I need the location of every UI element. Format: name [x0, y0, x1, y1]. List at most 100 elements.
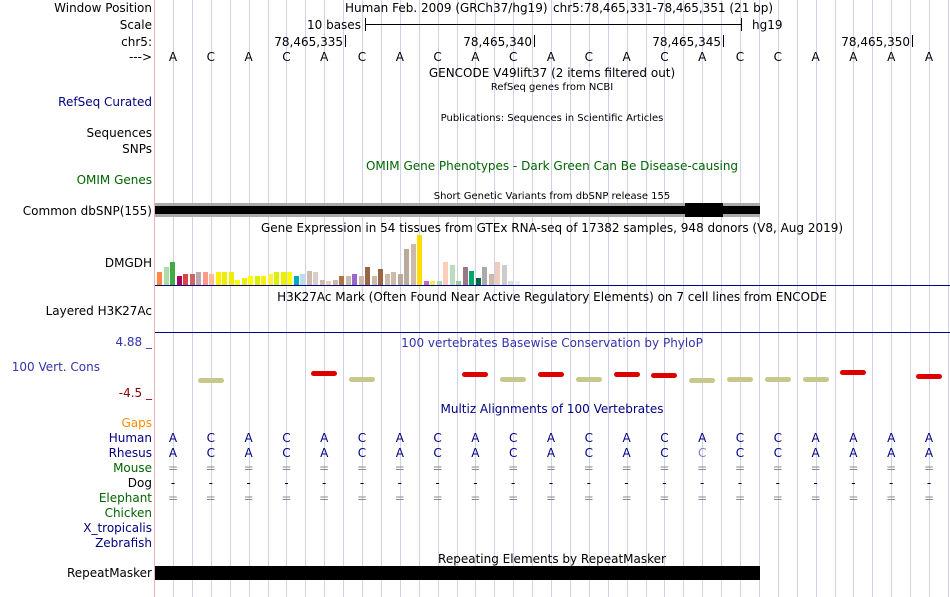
dbsnp-variant-block[interactable]	[685, 203, 723, 217]
gtex-tissue-bar[interactable]	[423, 281, 429, 285]
grid-line	[797, 0, 798, 597]
gtex-tissue-bar[interactable]	[215, 272, 221, 285]
gtex-tissue-bar[interactable]	[482, 267, 487, 285]
gtex-tissue-bar[interactable]	[488, 274, 494, 285]
gtex-tissue-bar[interactable]	[228, 272, 234, 285]
publications-title[interactable]: Publications: Sequences in Scientific Ar…	[440, 113, 664, 124]
phylop-max-label: 4.88 _	[115, 335, 152, 349]
gtex-tissue-bar[interactable]	[274, 272, 279, 285]
gencode-title[interactable]: GENCODE V49lift37 (2 items filtered out)	[428, 66, 676, 80]
gtex-tissue-bar[interactable]	[319, 280, 325, 285]
gtex-tissue-bar[interactable]	[332, 280, 338, 285]
species-chicken-label[interactable]: Chicken	[104, 506, 152, 520]
species-human-label[interactable]: Human	[108, 431, 152, 445]
gtex-tissue-bar[interactable]	[352, 274, 357, 285]
gtex-tissue-bar[interactable]	[475, 278, 481, 285]
species-zebrafish-label[interactable]: Zebrafish	[95, 536, 152, 550]
gtex-tissue-bar[interactable]	[391, 272, 396, 285]
gtex-tissue-bar[interactable]	[170, 262, 175, 285]
dog-base: -	[473, 476, 478, 490]
reference-base: A	[887, 50, 896, 64]
gtex-tissue-bar[interactable]	[254, 276, 260, 285]
scale-bar-left-cap	[365, 18, 366, 31]
gtex-tissue-bar[interactable]	[501, 265, 507, 285]
gtex-tissue-bar[interactable]	[267, 274, 273, 285]
vert-cons-label[interactable]: 100 Vert. Cons	[11, 360, 100, 374]
gtex-tissue-bar[interactable]	[410, 244, 416, 285]
gtex-tissue-bar[interactable]	[417, 235, 422, 285]
h3k27ac-baseline[interactable]	[155, 332, 950, 333]
gtex-tissue-bar[interactable]	[222, 272, 227, 285]
species-mouse-label[interactable]: Mouse	[113, 461, 152, 475]
dog-base: -	[359, 476, 365, 490]
track-data-area[interactable]: Human Feb. 2009 (GRCh37/hg19) chr5:78,46…	[155, 0, 950, 597]
gtex-tissue-bar[interactable]	[495, 262, 500, 285]
gtex-tissue-bar[interactable]	[280, 272, 286, 285]
sequences-label[interactable]: Sequences	[86, 126, 152, 140]
gtex-tissue-bar[interactable]	[443, 262, 448, 285]
gtex-tissue-bar[interactable]	[404, 249, 409, 285]
gtex-tissue-bar[interactable]	[339, 276, 344, 285]
common-dbsnp-label[interactable]: Common dbSNP(155)	[22, 204, 152, 218]
snps-label[interactable]: SNPs	[122, 142, 152, 156]
gtex-tissue-bar[interactable]	[241, 278, 247, 285]
repeatmasker-label[interactable]: RepeatMasker	[66, 566, 152, 580]
mouse-base: =	[697, 461, 708, 475]
gtex-tissue-bar[interactable]	[430, 281, 435, 285]
gtex-tissue-bar[interactable]	[384, 274, 390, 285]
gtex-tissue-bar[interactable]	[345, 276, 351, 285]
gtex-tissue-bar[interactable]	[196, 272, 201, 285]
gtex-tissue-bar[interactable]	[378, 269, 383, 285]
gtex-tissue-bar[interactable]	[436, 281, 442, 285]
gtex-tissue-bar[interactable]	[157, 272, 162, 285]
gtex-tissue-bar[interactable]	[456, 281, 461, 285]
grid-line	[608, 0, 609, 597]
gtex-tissue-bar[interactable]	[469, 271, 474, 285]
gtex-tissue-bar[interactable]	[462, 267, 468, 285]
gtex-tissue-bar[interactable]	[449, 265, 455, 285]
gtex-tissue-bar[interactable]	[306, 271, 312, 285]
dbsnp-variant-bar[interactable]	[155, 206, 760, 214]
gtex-tissue-bar[interactable]	[300, 274, 305, 285]
gtex-tissue-bar[interactable]	[235, 280, 240, 285]
gtex-tissue-bar[interactable]	[209, 274, 214, 285]
species-dog-label[interactable]: Dog	[127, 476, 152, 490]
species-rhesus-label[interactable]: Rhesus	[108, 446, 152, 460]
gtex-tissue-bar[interactable]	[261, 276, 266, 285]
gtex-tissue-bar[interactable]	[397, 274, 403, 285]
gtex-tissue-bar[interactable]	[508, 281, 513, 285]
human-base: A	[168, 431, 178, 445]
dmgdh-label[interactable]: DMGDH	[104, 256, 152, 270]
human-base: C	[282, 431, 291, 445]
gtex-tissue-bar[interactable]	[358, 276, 364, 285]
mouse-base: =	[583, 461, 594, 475]
strand-label[interactable]: --->	[128, 50, 152, 64]
gtex-tissue-bar[interactable]	[183, 274, 188, 285]
gtex-tissue-bar[interactable]	[514, 281, 520, 285]
mouse-base: =	[923, 461, 935, 475]
gtex-tissue-bar[interactable]	[365, 267, 370, 285]
gtex-tissue-bar[interactable]	[189, 274, 195, 285]
gtex-expression-chart[interactable]	[155, 235, 950, 286]
gtex-tissue-bar[interactable]	[293, 276, 299, 285]
rhesus-base: A	[471, 446, 480, 460]
omim-genes-label[interactable]: OMIM Genes	[76, 173, 152, 187]
gtex-tissue-bar[interactable]	[163, 267, 169, 285]
phylop-min-label: -4.5 _	[118, 386, 152, 400]
gtex-tissue-bar[interactable]	[176, 276, 182, 285]
gtex-tissue-bar[interactable]	[313, 272, 318, 285]
layered-h3k27ac-label[interactable]: Layered H3K27Ac	[45, 304, 152, 318]
gtex-tissue-bar[interactable]	[202, 272, 208, 285]
species-xtropicalis-label[interactable]: X_tropicalis	[83, 521, 152, 535]
refseq-curated-label[interactable]: RefSeq Curated	[58, 95, 152, 109]
gtex-tissue-bar[interactable]	[371, 276, 377, 285]
grid-line	[305, 0, 306, 597]
multiz-track-title: Multiz Alignments of 100 Vertebrates	[440, 402, 664, 416]
species-elephant-label[interactable]: Elephant	[98, 491, 152, 505]
gaps-label[interactable]: Gaps	[121, 416, 152, 430]
repeatmasker-element[interactable]	[155, 566, 760, 580]
gtex-tissue-bar[interactable]	[287, 272, 292, 285]
gtex-tissue-bar[interactable]	[326, 281, 331, 285]
phylop-conservation-chart[interactable]	[155, 356, 950, 396]
gtex-tissue-bar[interactable]	[248, 276, 253, 285]
